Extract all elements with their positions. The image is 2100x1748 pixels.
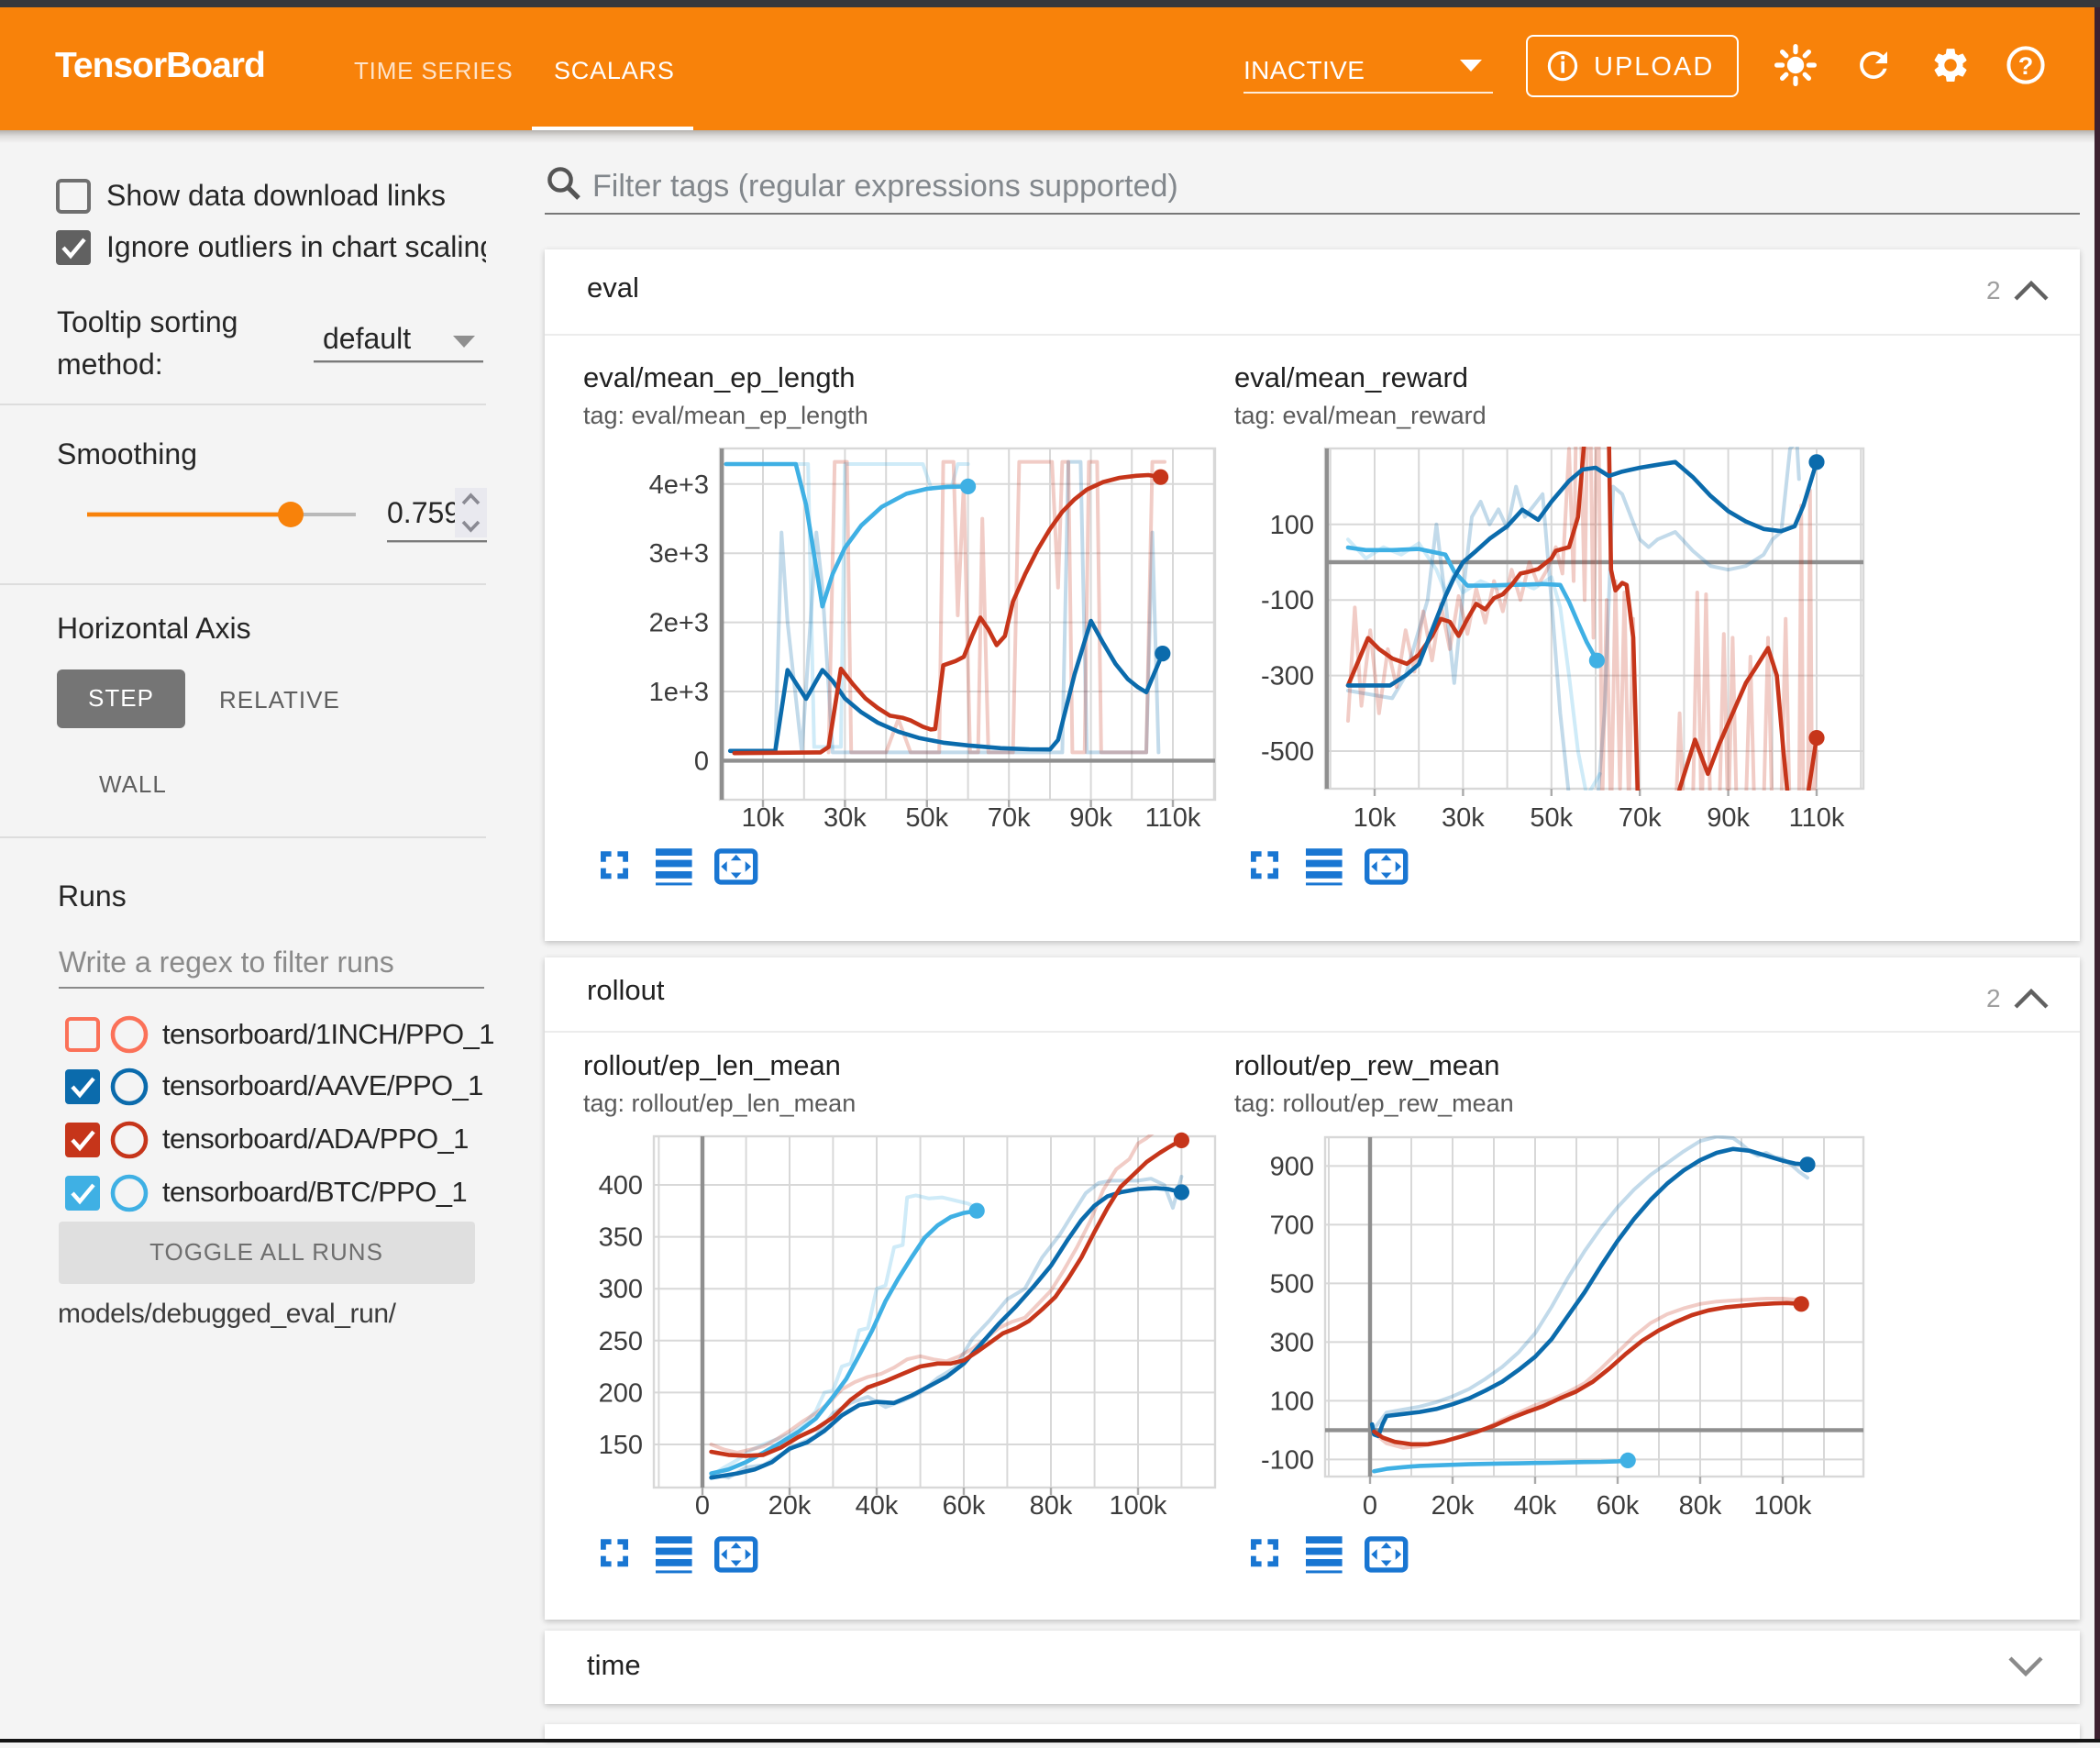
svg-text:60k: 60k xyxy=(943,1491,986,1521)
svg-text:10k: 10k xyxy=(742,803,785,833)
svg-text:110k: 110k xyxy=(1789,803,1845,833)
svg-text:-500: -500 xyxy=(1261,737,1314,767)
svg-text:100: 100 xyxy=(1270,1387,1314,1416)
svg-text:90k: 90k xyxy=(1069,803,1112,833)
svg-text:300: 300 xyxy=(1270,1328,1314,1357)
svg-text:0: 0 xyxy=(695,1491,710,1521)
svg-text:40k: 40k xyxy=(856,1491,899,1521)
svg-text:70k: 70k xyxy=(1619,803,1662,833)
svg-text:2e+3: 2e+3 xyxy=(649,609,709,638)
svg-text:300: 300 xyxy=(599,1275,643,1304)
svg-text:100k: 100k xyxy=(1754,1491,1812,1521)
svg-text:700: 700 xyxy=(1270,1211,1314,1240)
svg-text:-300: -300 xyxy=(1261,662,1314,691)
svg-text:100k: 100k xyxy=(1110,1491,1167,1521)
svg-text:80k: 80k xyxy=(1679,1491,1722,1521)
svg-text:10k: 10k xyxy=(1354,803,1397,833)
svg-text:20k: 20k xyxy=(1431,1491,1475,1521)
svg-text:-100: -100 xyxy=(1261,586,1314,615)
svg-text:900: 900 xyxy=(1270,1152,1314,1181)
svg-text:20k: 20k xyxy=(768,1491,812,1521)
svg-text:60k: 60k xyxy=(1597,1491,1640,1521)
svg-text:80k: 80k xyxy=(1030,1491,1073,1521)
svg-text:40k: 40k xyxy=(1514,1491,1557,1521)
svg-text:110k: 110k xyxy=(1145,803,1201,833)
svg-text:150: 150 xyxy=(599,1431,643,1460)
svg-text:30k: 30k xyxy=(1442,803,1485,833)
svg-text:100: 100 xyxy=(1270,511,1314,540)
svg-text:250: 250 xyxy=(599,1327,643,1356)
svg-text:-100: -100 xyxy=(1261,1445,1314,1475)
svg-text:350: 350 xyxy=(599,1223,643,1253)
svg-text:400: 400 xyxy=(599,1171,643,1200)
svg-text:500: 500 xyxy=(1270,1269,1314,1299)
svg-text:1e+3: 1e+3 xyxy=(649,678,709,707)
svg-text:4e+3: 4e+3 xyxy=(649,470,709,500)
svg-text:90k: 90k xyxy=(1707,803,1750,833)
svg-text:50k: 50k xyxy=(905,803,948,833)
svg-text:3e+3: 3e+3 xyxy=(649,539,709,569)
svg-text:?: ? xyxy=(2018,52,2034,80)
svg-text:0: 0 xyxy=(1363,1491,1377,1521)
svg-text:30k: 30k xyxy=(823,803,867,833)
svg-text:200: 200 xyxy=(599,1378,643,1408)
svg-text:50k: 50k xyxy=(1530,803,1573,833)
svg-text:70k: 70k xyxy=(988,803,1031,833)
svg-text:0: 0 xyxy=(694,747,709,776)
